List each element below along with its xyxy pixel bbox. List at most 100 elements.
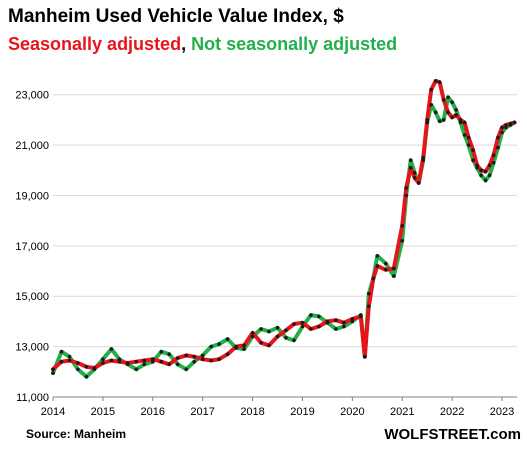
data-point-not-seasonally-adjusted xyxy=(67,354,72,359)
data-point-not-seasonally-adjusted xyxy=(400,239,405,243)
y-tick-label: 23,000 xyxy=(15,90,49,102)
data-point-not-seasonally-adjusted xyxy=(421,158,426,162)
chart-subtitle: Seasonally adjusted, Not seasonally adju… xyxy=(8,34,397,55)
data-point-not-seasonally-adjusted xyxy=(109,347,114,351)
data-point-seasonally-adjusted xyxy=(292,322,296,326)
data-point-seasonally-adjusted xyxy=(275,334,280,339)
x-tick-label: 2016 xyxy=(141,406,165,418)
data-point-not-seasonally-adjusted xyxy=(408,158,413,162)
data-point-seasonally-adjusted xyxy=(151,357,155,362)
x-tick-label: 2015 xyxy=(91,406,115,418)
data-point-seasonally-adjusted xyxy=(433,79,438,83)
data-point-seasonally-adjusted xyxy=(363,354,367,359)
series-line-seasonally-adjusted xyxy=(51,78,517,372)
data-point-not-seasonally-adjusted xyxy=(500,130,504,135)
data-point-not-seasonally-adjusted xyxy=(300,324,305,329)
data-point-not-seasonally-adjusted xyxy=(441,118,446,122)
data-point-seasonally-adjusted xyxy=(446,110,450,115)
data-point-seasonally-adjusted xyxy=(384,268,388,272)
data-point-not-seasonally-adjusted xyxy=(466,143,471,147)
data-point-not-seasonally-adjusted xyxy=(475,166,479,170)
data-point-not-seasonally-adjusted xyxy=(192,359,196,364)
data-point-not-seasonally-adjusted xyxy=(84,375,89,379)
data-point-not-seasonally-adjusted xyxy=(437,119,442,123)
data-point-seasonally-adjusted xyxy=(250,331,255,335)
data-point-not-seasonally-adjusted xyxy=(309,313,313,317)
data-point-seasonally-adjusted xyxy=(325,319,330,324)
data-point-not-seasonally-adjusted xyxy=(259,327,263,331)
data-point-seasonally-adjusted xyxy=(234,344,238,349)
data-point-not-seasonally-adjusted xyxy=(317,314,321,319)
x-tick-label: 2022 xyxy=(440,406,464,418)
data-point-seasonally-adjusted xyxy=(159,359,164,364)
data-point-seasonally-adjusted xyxy=(375,264,380,268)
data-point-not-seasonally-adjusted xyxy=(284,336,288,340)
data-point-seasonally-adjusted xyxy=(400,223,405,228)
data-point-seasonally-adjusted xyxy=(192,354,196,359)
data-point-seasonally-adjusted xyxy=(126,361,130,365)
data-point-seasonally-adjusted xyxy=(412,176,417,180)
data-point-not-seasonally-adjusted xyxy=(458,120,463,125)
data-point-seasonally-adjusted xyxy=(454,113,458,117)
x-tick-label: 2018 xyxy=(240,406,264,418)
data-point-seasonally-adjusted xyxy=(134,359,139,364)
x-tick-label: 2019 xyxy=(290,406,314,418)
y-tick-label: 15,000 xyxy=(15,291,49,303)
data-point-seasonally-adjusted xyxy=(350,317,355,321)
data-point-seasonally-adjusted xyxy=(59,359,64,364)
data-point-not-seasonally-adjusted xyxy=(384,261,388,266)
data-point-seasonally-adjusted xyxy=(483,169,488,174)
data-point-not-seasonally-adjusted xyxy=(454,108,458,112)
grid-lines xyxy=(53,94,517,398)
data-point-seasonally-adjusted xyxy=(450,115,454,120)
data-point-not-seasonally-adjusted xyxy=(392,274,396,278)
data-point-not-seasonally-adjusted xyxy=(200,353,205,358)
data-point-seasonally-adjusted xyxy=(408,166,413,170)
data-point-not-seasonally-adjusted xyxy=(367,291,371,296)
data-point-seasonally-adjusted xyxy=(209,358,213,363)
data-point-seasonally-adjusted xyxy=(487,163,492,168)
data-point-seasonally-adjusted xyxy=(117,359,122,364)
data-point-not-seasonally-adjusted xyxy=(446,95,450,100)
data-point-not-seasonally-adjusted xyxy=(142,362,147,367)
data-point-not-seasonally-adjusted xyxy=(471,158,475,162)
data-point-not-seasonally-adjusted xyxy=(483,178,488,183)
data-point-seasonally-adjusted xyxy=(437,80,442,84)
y-tick-label: 21,000 xyxy=(15,140,49,152)
data-point-seasonally-adjusted xyxy=(458,118,463,122)
data-point-seasonally-adjusted xyxy=(142,358,147,363)
data-point-seasonally-adjusted xyxy=(471,148,475,152)
data-point-not-seasonally-adjusted xyxy=(429,103,434,107)
data-point-seasonally-adjusted xyxy=(462,120,467,125)
data-point-seasonally-adjusted xyxy=(441,98,446,102)
x-axis: 2014 2015 2016 2017 2018 2019 2020 2021 2022 2023 xyxy=(41,396,517,418)
data-point-seasonally-adjusted xyxy=(200,357,205,362)
data-point-seasonally-adjusted xyxy=(242,343,246,348)
data-point-not-seasonally-adjusted xyxy=(292,338,296,343)
data-point-not-seasonally-adjusted xyxy=(462,133,467,137)
data-point-seasonally-adjusted xyxy=(84,365,89,369)
data-point-seasonally-adjusted xyxy=(475,163,479,168)
data-point-seasonally-adjusted xyxy=(259,341,263,345)
data-point-not-seasonally-adjusted xyxy=(404,193,409,198)
data-point-seasonally-adjusted xyxy=(392,266,396,271)
data-point-not-seasonally-adjusted xyxy=(504,125,508,130)
data-point-seasonally-adjusted xyxy=(225,352,230,357)
data-point-seasonally-adjusted xyxy=(479,168,483,173)
data-point-seasonally-adjusted xyxy=(109,358,114,363)
data-point-seasonally-adjusted xyxy=(342,320,346,325)
x-tick-label: 2020 xyxy=(340,406,364,418)
legend-not-seasonally-adjusted: Not seasonally adjusted xyxy=(191,34,398,54)
data-point-seasonally-adjusted xyxy=(508,121,513,126)
data-point-not-seasonally-adjusted xyxy=(175,362,180,367)
data-point-not-seasonally-adjusted xyxy=(275,325,280,330)
data-point-seasonally-adjusted xyxy=(92,366,97,370)
x-tick-label: 2014 xyxy=(41,406,65,418)
data-point-seasonally-adjusted xyxy=(184,353,188,358)
data-point-seasonally-adjusted xyxy=(284,328,288,333)
data-point-seasonally-adjusted xyxy=(491,153,496,157)
data-point-not-seasonally-adjusted xyxy=(267,329,271,334)
data-point-seasonally-adjusted xyxy=(466,135,471,140)
data-point-seasonally-adjusted xyxy=(67,358,72,363)
